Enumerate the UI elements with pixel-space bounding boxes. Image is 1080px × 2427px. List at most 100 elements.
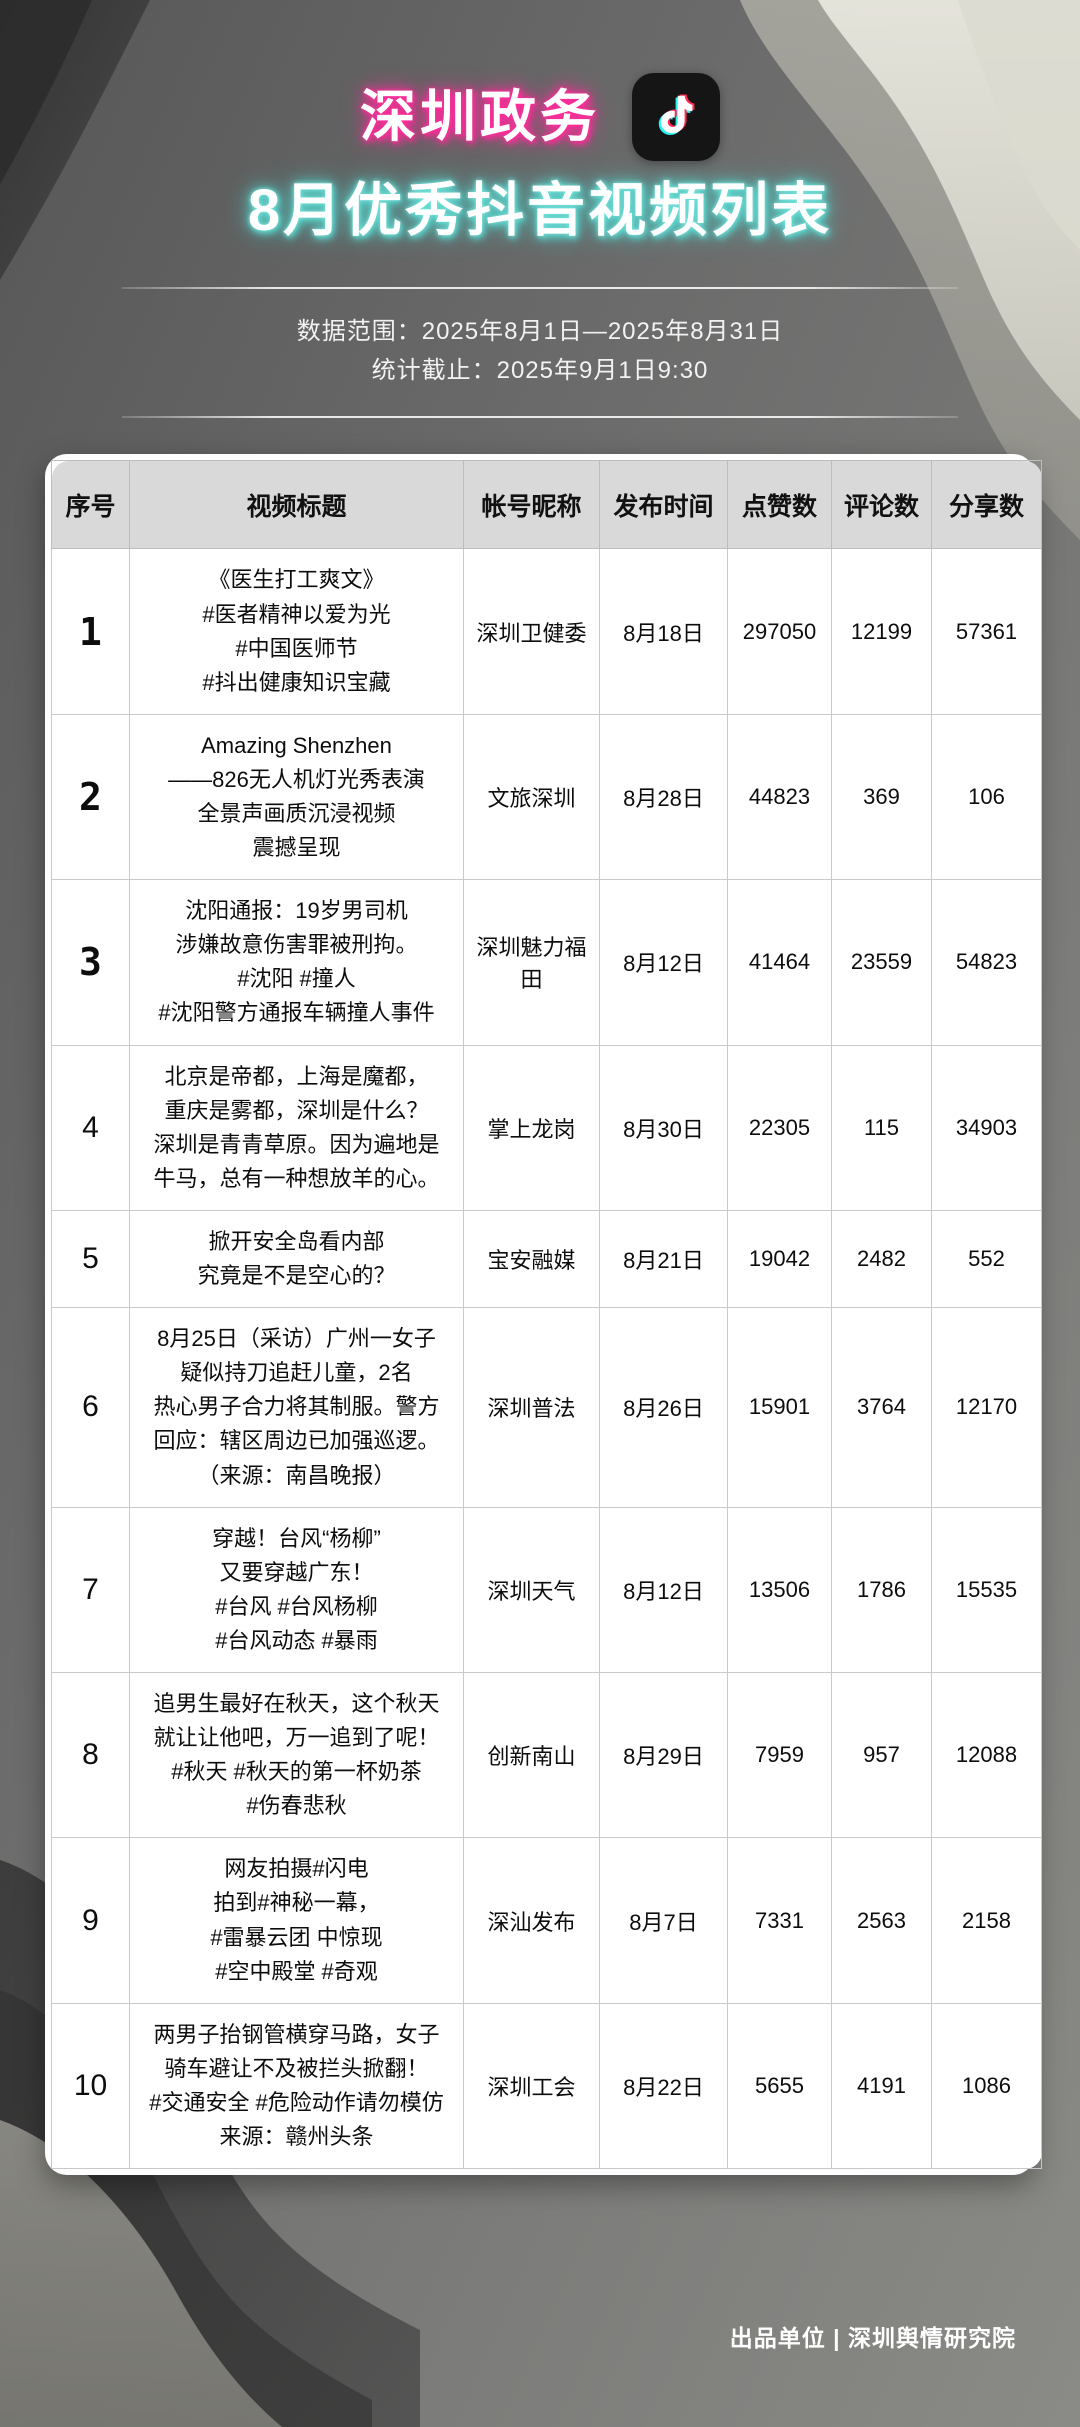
row-account: 深圳魅力福田 xyxy=(463,879,600,1046)
row-index: 4 xyxy=(51,1044,130,1211)
row-date: 8月30日 xyxy=(599,1044,728,1211)
footer-credit: 出品单位 | 深圳舆情研究院 xyxy=(729,2325,1016,2351)
row-index: 9 xyxy=(51,1837,130,2004)
row-likes: 297050 xyxy=(727,548,832,715)
row-comments: 369 xyxy=(831,713,932,881)
table-header: 序号 视频标题 帐号昵称 发布时间 点赞数 评论数 分享数 xyxy=(51,460,1042,550)
table-row[interactable]: 5 掀开安全岛看内部 究竟是不是空心的？ 宝安融媒 8月21日 19042 2482 552 xyxy=(51,1209,1042,1309)
row-account: 创新南山 xyxy=(463,1671,600,1839)
row-account: 深圳天气 xyxy=(463,1506,600,1673)
table-row[interactable]: 10 两男子抬钢管横穿马路，女子 骑车避让不及被拦头掀翻！ #交通安全 #危险动作请勿… xyxy=(51,2002,1042,2170)
row-index: 1 xyxy=(51,548,130,715)
column-header-likes: 点赞数 xyxy=(727,460,832,550)
tiktok-note-icon xyxy=(658,94,695,135)
header-meta: 数据范围：2025年8月1日—2025年8月31日 统计截止：2025年9月1日… xyxy=(0,313,1080,391)
column-header-title: 视频标题 xyxy=(129,460,464,550)
row-date: 8月26日 xyxy=(599,1307,728,1508)
row-title: Amazing Shenzhen ——826无人机灯光秀表演 全景声画质沉浸视频 震撼… xyxy=(129,713,464,881)
row-date: 8月28日 xyxy=(599,713,728,881)
row-index: 7 xyxy=(51,1506,130,1673)
video-list-table: 序号 视频标题 帐号昵称 发布时间 点赞数 评论数 分享数 1 《医生打工爽文》 #… xyxy=(51,460,1042,2170)
video-list-card: 序号 视频标题 帐号昵称 发布时间 点赞数 评论数 分享数 1 《医生打工爽文》 #… xyxy=(45,454,1042,2176)
table-row[interactable]: 3 沈阳通报：19岁男司机 涉嫌故意伤害罪被刑拘。 #沈阳 #撞人 #沈阳警方通报车辆撞… xyxy=(51,879,1042,1046)
table-body: 1 《医生打工爽文》 #医者精神以爱为光 #中国医师节 #抖出健康知识宝藏 深圳卫健委 8月… xyxy=(51,548,1042,2170)
title-row: 深圳政务 xyxy=(0,58,1080,176)
row-date: 8月12日 xyxy=(599,879,728,1046)
column-header-shares: 分享数 xyxy=(931,460,1042,550)
table-row[interactable]: 2 Amazing Shenzhen ——826无人机灯光秀表演 全景声画质沉浸视频震… xyxy=(51,713,1042,881)
row-account: 深汕发布 xyxy=(463,1837,600,2004)
row-comments: 12199 xyxy=(831,548,932,715)
row-account: 深圳工会 xyxy=(463,2002,600,2170)
row-title: 《医生打工爽文》 #医者精神以爱为光 #中国医师节 #抖出健康知识宝藏 xyxy=(129,548,464,715)
row-likes: 7331 xyxy=(727,1837,832,2004)
column-header-comments: 评论数 xyxy=(831,460,932,550)
header-divider-bottom xyxy=(122,416,958,419)
column-header-index: 序号 xyxy=(51,460,130,550)
row-likes: 19042 xyxy=(727,1209,832,1309)
row-likes: 41464 xyxy=(727,879,832,1046)
row-index: 3 xyxy=(51,879,130,1046)
row-shares: 12170 xyxy=(931,1307,1042,1508)
row-likes: 13506 xyxy=(727,1506,832,1673)
row-account: 掌上龙岗 xyxy=(463,1044,600,1211)
header-divider-top xyxy=(122,286,958,289)
row-comments: 2563 xyxy=(831,1837,932,2004)
table-header-row: 序号 视频标题 帐号昵称 发布时间 点赞数 评论数 分享数 xyxy=(51,460,1042,550)
tiktok-logo-icon xyxy=(632,73,720,161)
meta-cutoff: 统计截止：2025年9月1日9:30 xyxy=(371,356,709,384)
row-index: 10 xyxy=(51,2002,130,2170)
row-title: 8月25日（采访）广州一女子 疑似持刀追赶儿童，2名 热心男子合力将其制服。警方 回应… xyxy=(129,1307,464,1508)
row-shares: 15535 xyxy=(931,1506,1042,1673)
row-comments: 3764 xyxy=(831,1307,932,1508)
row-account: 文旅深圳 xyxy=(463,713,600,881)
row-index: 8 xyxy=(51,1671,130,1839)
table-row[interactable]: 9 网友拍摄#闪电 拍到#神秘一幕， #雷暴云团 中惊现 #空中殿堂 #奇观 深汕发布 8月… xyxy=(51,1837,1042,2004)
row-likes: 15901 xyxy=(727,1307,832,1508)
row-likes: 5655 xyxy=(727,2002,832,2170)
row-likes: 7959 xyxy=(727,1671,832,1839)
row-shares: 54823 xyxy=(931,879,1042,1046)
row-comments: 23559 xyxy=(831,879,932,1046)
row-title: 两男子抬钢管横穿马路，女子 骑车避让不及被拦头掀翻！ #交通安全 #危险动作请勿模仿… xyxy=(129,2002,464,2170)
row-shares: 2158 xyxy=(931,1837,1042,2004)
row-shares: 57361 xyxy=(931,548,1042,715)
row-likes: 44823 xyxy=(727,713,832,881)
table-row[interactable]: 4 北京是帝都，上海是魔都， 重庆是雾都，深圳是什么？ 深圳是青青草原。因为遍地是 牛马… xyxy=(51,1044,1042,1211)
row-likes: 22305 xyxy=(727,1044,832,1211)
table-row[interactable]: 8 追男生最好在秋天，这个秋天 就让让他吧，万一追到了呢！ #秋天 #秋天的第一杯奶茶… xyxy=(51,1671,1042,1839)
row-title: 穿越！台风“杨柳” 又要穿越广东！ #台风 #台风杨柳 #台风动态 #暴雨 xyxy=(129,1506,464,1673)
row-date: 8月7日 xyxy=(599,1837,728,2004)
row-account: 深圳普法 xyxy=(463,1307,600,1508)
row-date: 8月12日 xyxy=(599,1506,728,1673)
table-row[interactable]: 1 《医生打工爽文》 #医者精神以爱为光 #中国医师节 #抖出健康知识宝藏 深圳卫健委 8月… xyxy=(51,548,1042,715)
row-index: 5 xyxy=(51,1209,130,1309)
row-shares: 12088 xyxy=(931,1671,1042,1839)
page-header: 深圳政务 8月优秀抖音视频列表 数据范围：2025年8月1日—2025年8月31… xyxy=(0,0,1080,419)
row-title: 网友拍摄#闪电 拍到#神秘一幕， #雷暴云团 中惊现 #空中殿堂 #奇观 xyxy=(129,1837,464,2004)
table-row[interactable]: 6 8月25日（采访）广州一女子 疑似持刀追赶儿童，2名 热心男子合力将其制服。警方回… xyxy=(51,1307,1042,1508)
row-title: 北京是帝都，上海是魔都， 重庆是雾都，深圳是什么？ 深圳是青青草原。因为遍地是 牛马，… xyxy=(129,1044,464,1211)
meta-date-range: 数据范围：2025年8月1日—2025年8月31日 xyxy=(296,317,784,345)
row-shares: 1086 xyxy=(931,2002,1042,2170)
page-title-main: 深圳政务 xyxy=(360,85,600,148)
row-shares: 34903 xyxy=(931,1044,1042,1211)
row-title: 沈阳通报：19岁男司机 涉嫌故意伤害罪被刑拘。 #沈阳 #撞人 #沈阳警方通报车辆撞人… xyxy=(129,879,464,1046)
row-title: 追男生最好在秋天，这个秋天 就让让他吧，万一追到了呢！ #秋天 #秋天的第一杯奶茶 #… xyxy=(129,1671,464,1839)
row-account: 深圳卫健委 xyxy=(463,548,600,715)
row-date: 8月22日 xyxy=(599,2002,728,2170)
row-comments: 115 xyxy=(831,1044,932,1211)
row-shares: 106 xyxy=(931,713,1042,881)
row-date: 8月18日 xyxy=(599,548,728,715)
table-row[interactable]: 7 穿越！台风“杨柳” 又要穿越广东！ #台风 #台风杨柳 #台风动态 #暴雨 深圳天气 8… xyxy=(51,1506,1042,1673)
page-title-sub: 8月优秀抖音视频列表 xyxy=(247,178,833,243)
row-date: 8月21日 xyxy=(599,1209,728,1309)
column-header-account: 帐号昵称 xyxy=(463,460,600,550)
row-comments: 4191 xyxy=(831,2002,932,2170)
row-account: 宝安融媒 xyxy=(463,1209,600,1309)
row-date: 8月29日 xyxy=(599,1671,728,1839)
row-index: 6 xyxy=(51,1307,130,1508)
row-shares: 552 xyxy=(931,1209,1042,1309)
row-comments: 1786 xyxy=(831,1506,932,1673)
row-index: 2 xyxy=(51,713,130,881)
